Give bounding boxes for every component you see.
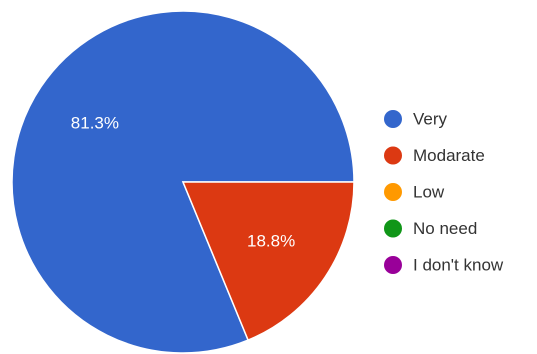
pie-slice-modarate xyxy=(181,181,355,342)
legend-marker xyxy=(384,256,402,274)
legend-label: Modarate xyxy=(413,146,485,165)
legend-marker xyxy=(384,219,402,238)
legend-label: I don't know xyxy=(413,256,504,275)
slice-value-label: 18.8% xyxy=(247,231,295,250)
slice-value-label: 81.3% xyxy=(71,114,119,133)
chart-legend: Very Modarate Low No need I don't know xyxy=(384,110,504,275)
legend-marker xyxy=(384,183,402,201)
legend-label: Very xyxy=(413,110,448,129)
legend-marker xyxy=(384,110,402,128)
pie-slice-labels: 81.3% 18.8% xyxy=(71,114,295,251)
legend-marker xyxy=(384,146,402,165)
legend-label: Low xyxy=(413,183,445,202)
legend-label: No need xyxy=(413,219,477,238)
pie-slices xyxy=(11,10,355,354)
